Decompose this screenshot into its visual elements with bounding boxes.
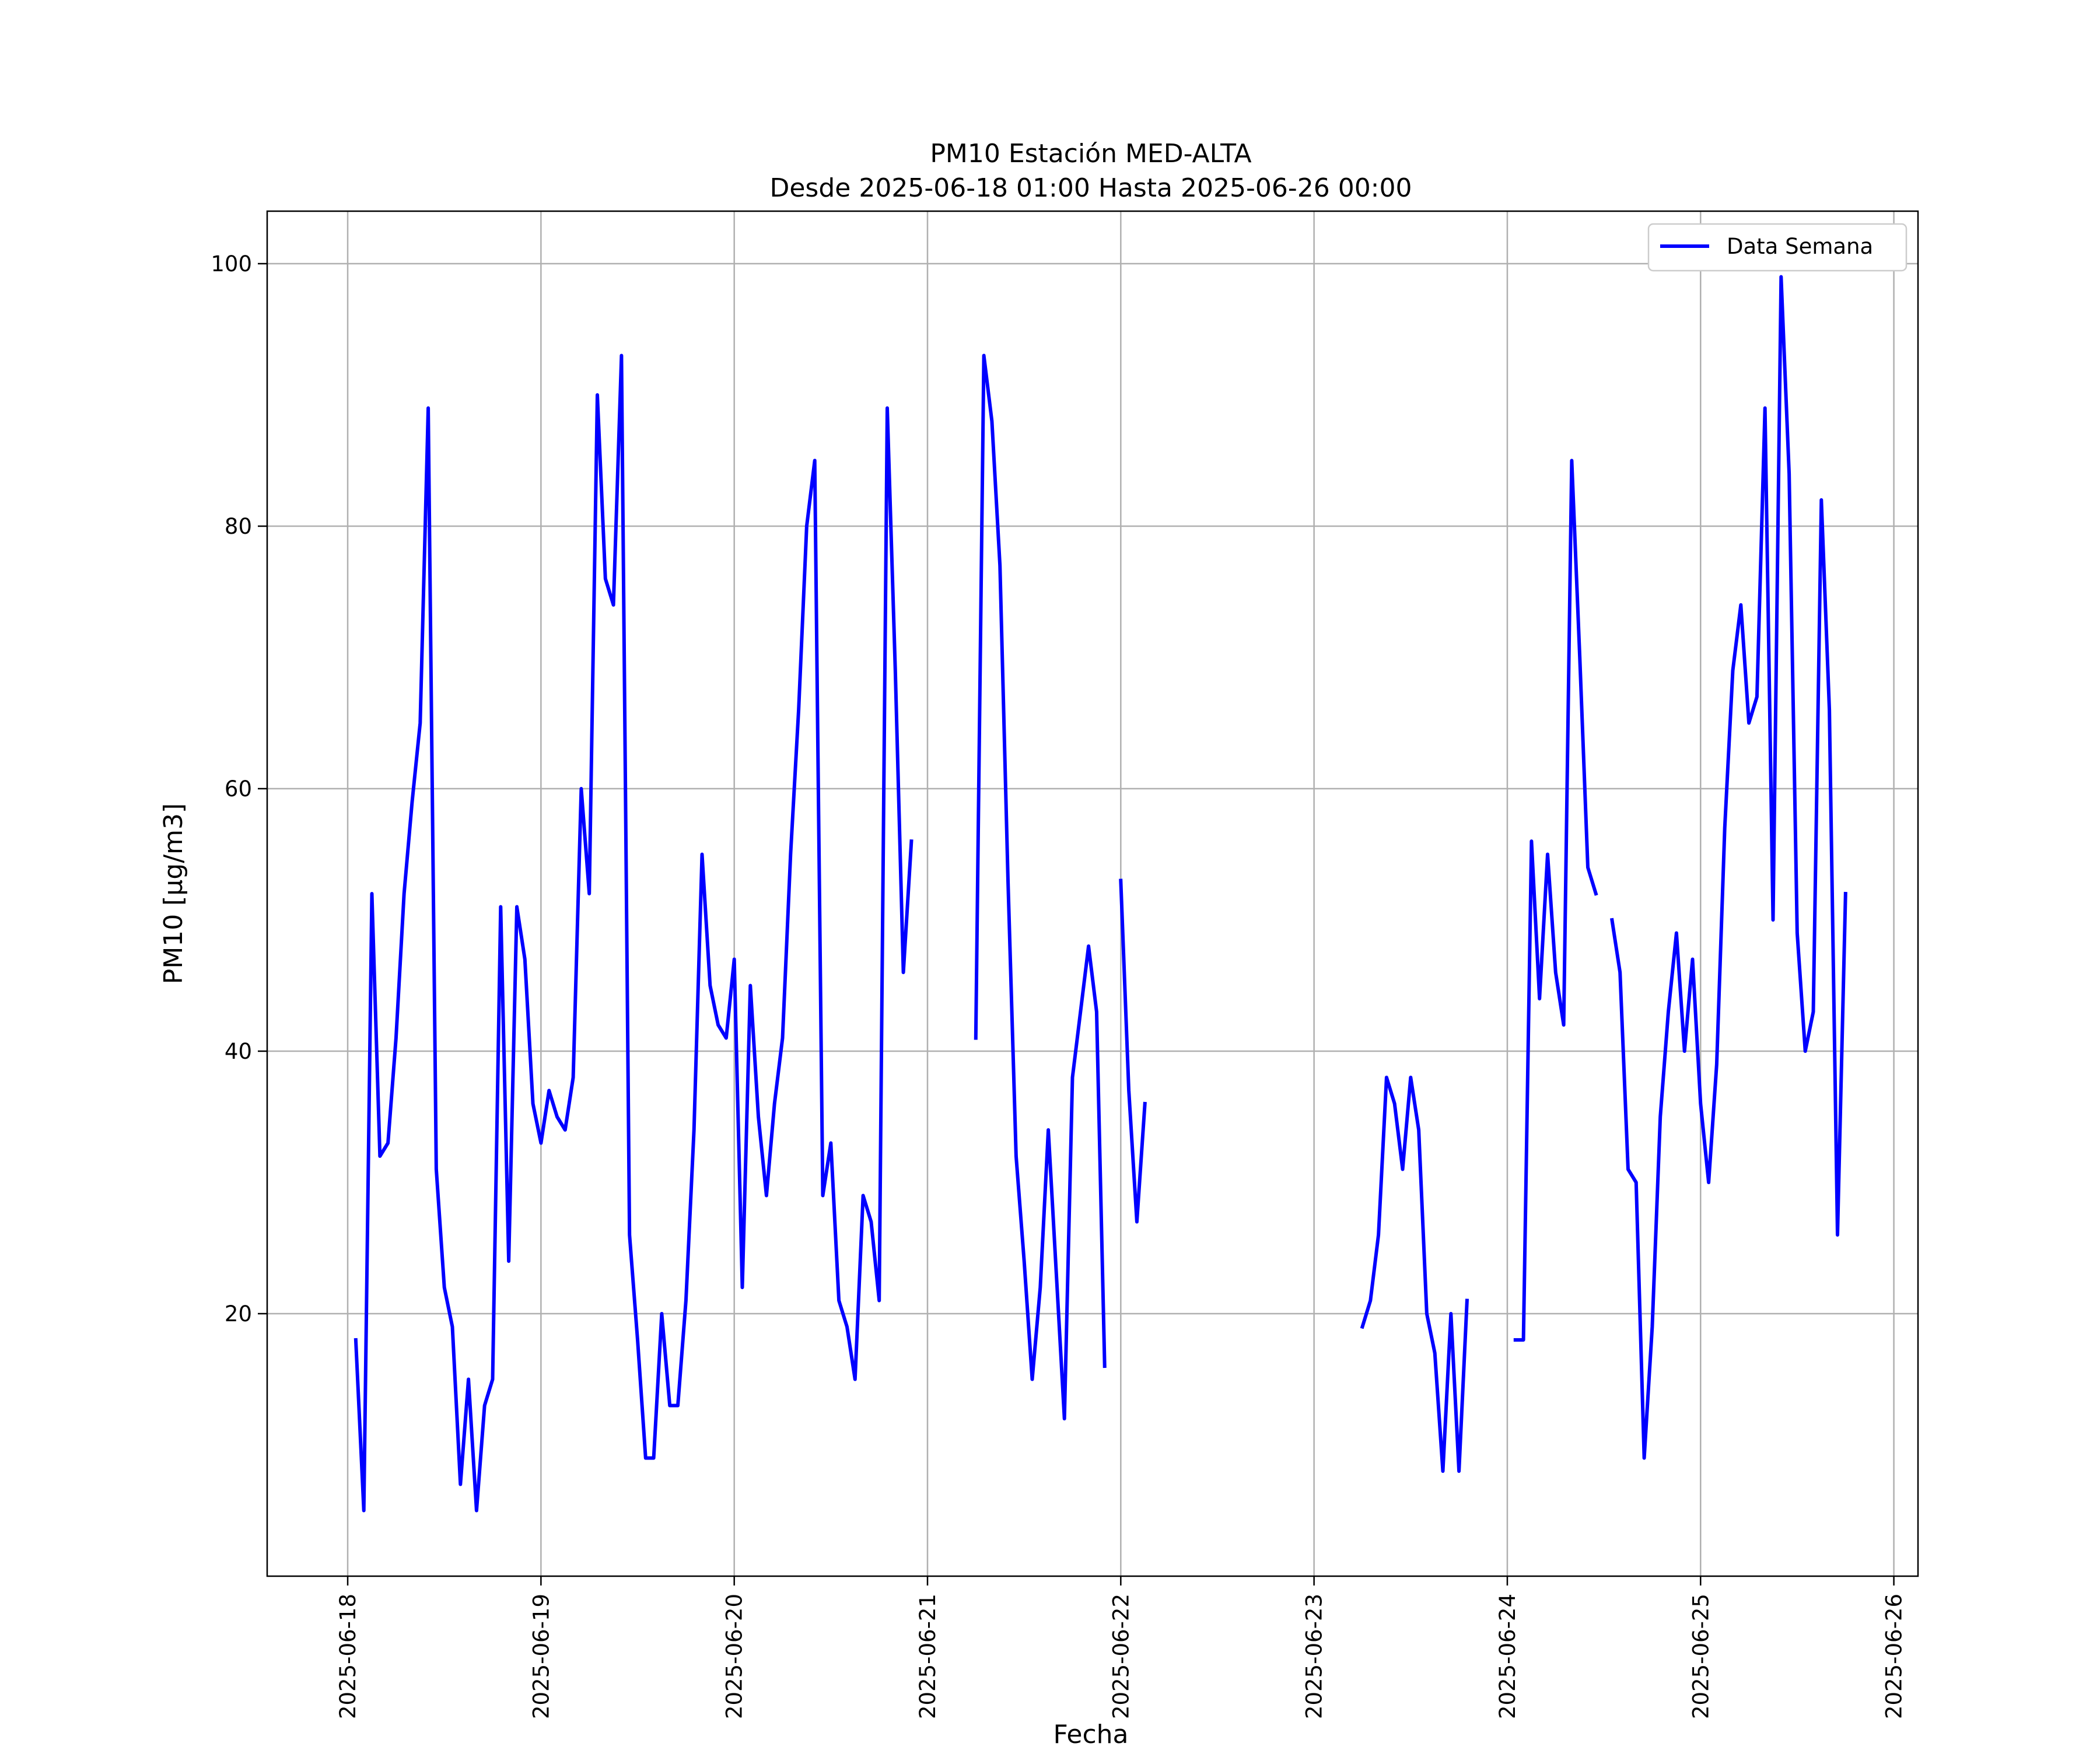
axis-ticks: 2025-06-18 2025-06-19 2025-06-20 2025-06-21… [211,251,1906,1719]
y-tick-label-4: 100 [211,251,252,276]
series-line-segment-2 [1119,878,1147,1224]
x-tick-label-1: 2025-06-19 [528,1594,554,1719]
chart-title-line-2: Desde 2025-06-18 01:00 Hasta 2025-06-26 … [769,173,1412,203]
series-line-segment-3 [1360,1076,1469,1473]
x-tick-label-0: 2025-06-18 [335,1594,360,1719]
x-tick-label-8: 2025-06-26 [1882,1594,1907,1719]
chart-title-line-1: PM10 Estación MED-ALTA [930,139,1251,169]
legend-label-data-semana: Data Semana [1727,234,1873,259]
x-tick-label-7: 2025-06-25 [1688,1594,1713,1719]
x-tick-label-2: 2025-06-20 [722,1594,747,1719]
legend-box [1647,223,1908,272]
series-line-segment-4 [1513,459,1598,1342]
series-line-segment-0 [354,354,914,1513]
y-tick-label-0: 20 [225,1301,252,1326]
grid-lines [267,211,1918,1576]
series-line-segment-1 [974,354,1107,1420]
x-tick-label-6: 2025-06-24 [1495,1594,1520,1719]
series-line-segment-5 [1609,275,1847,1460]
y-axis-label: PM10 [μg/m3] [159,803,188,984]
y-tick-label-3: 80 [225,514,252,539]
x-tick-label-4: 2025-06-22 [1108,1594,1133,1719]
x-axis-label: Fecha [1053,1720,1128,1749]
x-tick-label-3: 2025-06-21 [915,1594,940,1719]
y-tick-label-2: 60 [225,776,252,802]
legend: Data Semana [1647,223,1908,272]
plot-area-frame [266,210,1919,1577]
x-tick-label-5: 2025-06-23 [1302,1594,1327,1719]
y-tick-label-1: 40 [225,1039,252,1064]
series-data-semana [354,275,1847,1513]
